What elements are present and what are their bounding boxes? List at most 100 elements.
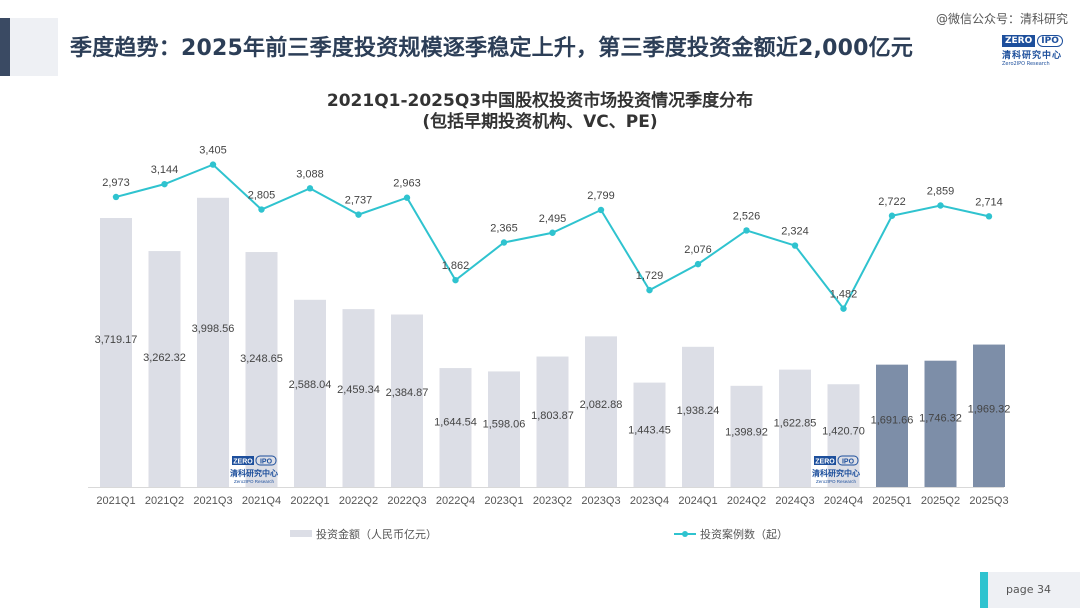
bar-value-label-2025Q1: 1,691.66 [871, 415, 914, 427]
bar-value-label-2024Q2: 1,398.92 [725, 426, 768, 438]
line-point-2025Q3 [985, 213, 993, 220]
bar-2024Q4 [827, 384, 860, 487]
bar-value-label-2023Q1: 1,598.06 [483, 418, 526, 430]
line-value-label-2022Q3: 2,963 [393, 178, 421, 190]
bar-2024Q2 [730, 385, 763, 487]
x-tick-2023Q1: 2023Q1 [484, 495, 523, 507]
chart-logo-zero-b: ZERO [815, 459, 835, 466]
bar-value-label-2022Q4: 1,644.54 [434, 417, 477, 429]
chart-logo-en-a: Zero2IPO Research [234, 479, 275, 484]
title-accent-band [10, 18, 58, 76]
line-point-2021Q1 [112, 193, 120, 201]
x-tick-2025Q1: 2025Q1 [872, 495, 911, 507]
bar-value-label-2024Q4: 1,420.70 [822, 425, 865, 437]
line-point-2024Q1 [694, 260, 702, 268]
bar-2024Q3 [779, 369, 811, 487]
bar-value-label-2023Q3: 2,082.88 [580, 399, 623, 411]
bar-2023Q3 [585, 336, 617, 487]
line-value-label-2025Q1: 2,722 [878, 196, 906, 208]
line-value-label-2021Q3: 3,405 [199, 145, 227, 157]
chart-logo-en-b: Zero2IPO Research [816, 479, 857, 484]
line-value-label-2023Q4: 1,729 [636, 270, 664, 282]
bar-value-label-2023Q2: 1,803.87 [531, 410, 574, 422]
bar-2021Q2 [148, 251, 181, 487]
bar-2023Q2 [536, 356, 569, 487]
x-tick-2022Q3: 2022Q3 [387, 495, 426, 507]
x-tick-2023Q3: 2023Q3 [581, 495, 620, 507]
x-tick-2024Q1: 2024Q1 [678, 495, 717, 507]
bar-value-label-2021Q4: 3,248.65 [240, 353, 283, 365]
line-point-2022Q2 [355, 211, 362, 218]
bar-value-label-2025Q3: 1,969.32 [968, 404, 1011, 416]
chart-logo-zero-bg-b [814, 456, 836, 465]
x-tick-2023Q2: 2023Q2 [533, 495, 572, 507]
legend-line-label: 投资案例数（起） [700, 527, 788, 541]
x-tick-2024Q4: 2024Q4 [824, 495, 863, 507]
line-point-2023Q2 [549, 229, 556, 236]
line-value-label-2024Q4: 1,482 [830, 289, 858, 301]
bar-2021Q1 [100, 218, 132, 488]
logo-ipo-text: IPO [1037, 35, 1063, 47]
legend-line-marker [682, 531, 688, 537]
x-tick-2024Q3: 2024Q3 [775, 495, 814, 507]
chart-title-line2: (包括早期投资机构、VC、PE) [422, 112, 658, 132]
chart-logo-cn-b: 清科研究中心 [812, 468, 860, 478]
page-accent-bar [980, 572, 988, 608]
line-point-2024Q4 [840, 305, 847, 312]
line-point-2024Q3 [791, 242, 799, 249]
line-value-label-2025Q3: 2,714 [975, 196, 1003, 208]
page-number-box: page 34 [980, 572, 1080, 608]
bar-2025Q2 [924, 360, 957, 487]
line-value-label-2024Q1: 2,076 [684, 244, 712, 256]
chart-logo-ipo-border-a [255, 455, 277, 466]
x-tick-2023Q4: 2023Q4 [630, 495, 669, 507]
line-point-2023Q1 [500, 239, 508, 246]
line-value-label-2021Q4: 2,805 [248, 190, 276, 202]
line-value-label-2022Q4: 1,862 [442, 260, 470, 272]
zero2ipo-logo: ZERO IPO 清科研究中心 Zero2IPO Research [1002, 35, 1064, 67]
line-point-2024Q2 [743, 227, 750, 234]
legend-bar-label: 投资金额（人民币亿元） [316, 527, 437, 541]
bar-value-label-2024Q3: 1,622.85 [774, 417, 817, 429]
bar-2021Q4 [245, 252, 278, 487]
x-tick-2024Q2: 2024Q2 [727, 495, 766, 507]
bar-value-label-2022Q2: 2,459.34 [337, 384, 380, 396]
bar-value-label-2021Q3: 3,998.56 [192, 323, 235, 335]
chart-logo-zero-a: ZERO [233, 459, 253, 466]
bar-value-label-2022Q3: 2,384.87 [386, 387, 429, 399]
line-point-2025Q2 [937, 202, 944, 209]
bar-2022Q4 [439, 368, 472, 487]
line-value-label-2023Q3: 2,799 [587, 190, 615, 202]
line-value-label-2022Q1: 3,088 [296, 168, 324, 180]
wechat-watermark: @微信公众号：清科研究 [935, 12, 1068, 26]
x-tick-2025Q2: 2025Q2 [921, 495, 960, 507]
logo-en-text: Zero2IPO Research [1002, 61, 1050, 67]
bar-value-label-2025Q2: 1,746.32 [919, 413, 962, 425]
chart-title-line1: 2021Q1-2025Q3中国股权投资市场投资情况季度分布 [326, 91, 754, 111]
line-point-2025Q1 [888, 212, 896, 219]
chart-logo-zero-bg-a [232, 456, 254, 465]
bar-value-label-2022Q1: 2,588.04 [289, 379, 332, 391]
line-value-label-2021Q1: 2,973 [102, 177, 130, 189]
page-number: page 34 [1006, 583, 1051, 596]
x-tick-2021Q2: 2021Q2 [145, 495, 184, 507]
x-tick-2025Q3: 2025Q3 [969, 495, 1008, 507]
bar-value-label-2021Q2: 3,262.32 [143, 352, 186, 364]
bar-value-label-2023Q4: 1,443.45 [628, 425, 671, 437]
line-point-2021Q4 [258, 206, 265, 213]
x-tick-2021Q4: 2021Q4 [242, 495, 281, 507]
bar-2023Q1 [488, 371, 520, 487]
line-value-label-2024Q3: 2,324 [781, 226, 809, 238]
bar-2025Q1 [876, 364, 908, 487]
bar-2023Q4 [633, 382, 666, 487]
x-tick-2022Q2: 2022Q2 [339, 495, 378, 507]
chart-logo-cn-a: 清科研究中心 [230, 468, 278, 478]
chart-logo-ipo-border-b [837, 455, 859, 466]
logo-cn-text: 清科研究中心 [1002, 51, 1063, 61]
bar-2025Q3 [973, 344, 1005, 487]
bar-2021Q3 [197, 197, 229, 487]
logo-zero-text: ZERO [1002, 35, 1036, 47]
line-value-label-2023Q1: 2,365 [490, 222, 518, 234]
line-value-label-2024Q2: 2,526 [733, 210, 761, 222]
